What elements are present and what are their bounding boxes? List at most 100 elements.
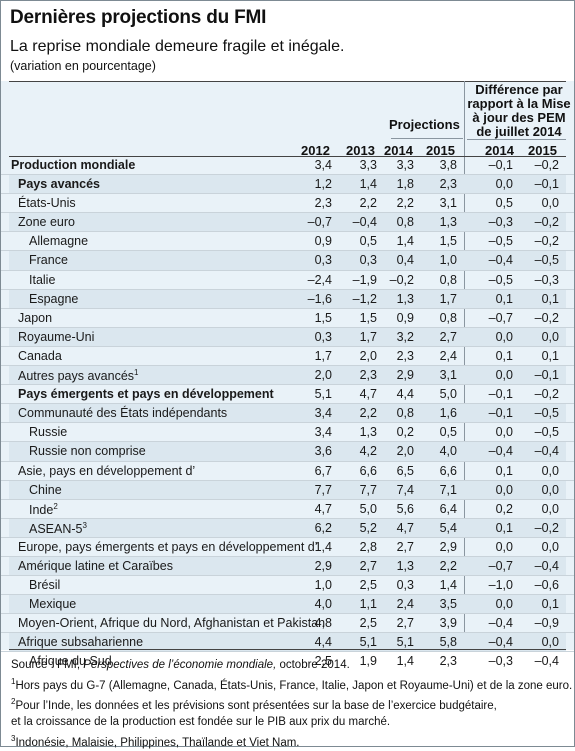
- cell-value: 2,8: [359, 539, 377, 554]
- row-label: ASEAN-53: [29, 521, 87, 536]
- row-label: Amérique latine et Caraïbes: [18, 559, 173, 573]
- cell-value: –0,9: [534, 616, 559, 631]
- cell-value: –0,2: [389, 272, 414, 287]
- cell-value: 2,7: [359, 558, 377, 573]
- cell-value: 1,6: [439, 406, 457, 421]
- projections-underline: [391, 138, 463, 139]
- row-label-text: Allemagne: [29, 234, 89, 249]
- cell-value: 0,3: [396, 578, 414, 593]
- cell-value: 0,5: [439, 425, 457, 440]
- cell-value: 2,4: [396, 597, 414, 612]
- cell-value: –0,2: [534, 158, 559, 172]
- cell-value: 2,0: [396, 444, 414, 459]
- source-prefix: Source : FMI,: [11, 659, 84, 671]
- cell-value: 4,0: [439, 444, 457, 459]
- cell-value: –0,1: [534, 368, 559, 383]
- row-label-text: Asie, pays en développement d’: [18, 463, 196, 478]
- cell-value: 2,0: [359, 348, 377, 363]
- cell-value: 2,2: [439, 558, 457, 573]
- cell-value: 2,5: [359, 578, 377, 593]
- table-rows: Production mondiale 3,4 3,3 3,3 3,8 –0,1 –0,2 P…: [1, 156, 574, 671]
- row-label: États-Unis: [18, 196, 76, 210]
- cell-value: 4,0: [314, 597, 332, 612]
- table-row: Asie, pays en développement d’ 6,7 6,6 6,5 6…: [1, 462, 574, 481]
- cell-value: –1,0: [488, 578, 513, 593]
- row-label: Pays avancés: [18, 177, 100, 191]
- row-label-text: Afrique subsaharienne: [18, 635, 144, 650]
- bottom-rule: [9, 649, 566, 650]
- row-label-text: Europe, pays émergents et pays en dévelo…: [18, 539, 318, 554]
- cell-value: 0,3: [314, 253, 332, 268]
- cell-value: 6,4: [439, 501, 457, 516]
- row-label: Afrique subsaharienne: [18, 635, 143, 649]
- cell-value: 0,1: [495, 291, 513, 306]
- cell-value: 4,7: [359, 387, 377, 402]
- difference-header-line: rapport à la Mise: [467, 96, 571, 111]
- cell-value: 2,9: [439, 539, 457, 554]
- row-label: Espagne: [29, 292, 78, 306]
- cell-value: 3,1: [439, 196, 457, 211]
- table-row: Afrique du Sud 2,5 1,9 1,4 2,3 –0,3 –0,4: [1, 652, 574, 670]
- difference-underline: [467, 139, 566, 140]
- table-row: Canada 1,7 2,0 2,3 2,4 0,1 0,1: [1, 347, 574, 367]
- cell-value: 0,0: [541, 463, 559, 478]
- cell-value: 0,1: [495, 520, 513, 535]
- cell-value: –0,1: [488, 387, 513, 402]
- cell-value: 4,7: [396, 520, 414, 535]
- table-notes: Source : FMI, Perspectives de l’économie…: [11, 657, 572, 751]
- cell-value: –2,4: [307, 272, 332, 287]
- cell-value: 0,1: [541, 597, 559, 612]
- footnote-mark: 2: [11, 696, 16, 706]
- difference-column-divider: [464, 81, 465, 641]
- table-row: Communauté des États indépendants 3,4 2,2 0…: [1, 404, 574, 424]
- cell-value: 4,4: [314, 635, 332, 650]
- row-label: Inde2: [29, 502, 58, 517]
- table-row: France 0,3 0,3 0,4 1,0 –0,4 –0,5: [1, 251, 574, 271]
- footnote-text: Hors pays du G-7 (Allemagne, Canada, Éta…: [15, 679, 573, 692]
- cell-value: 1,0: [314, 578, 332, 593]
- source-title: Perspectives de l’économie mondiale,: [83, 659, 277, 671]
- table-title: Dernières projections du FMI: [10, 7, 267, 28]
- cell-value: 3,5: [439, 597, 457, 612]
- cell-value: 3,6: [314, 444, 332, 459]
- table-row: Russie 3,4 1,3 0,2 0,5 0,0 –0,5: [1, 423, 574, 443]
- cell-value: –0,4: [534, 444, 559, 459]
- cell-value: –0,2: [534, 387, 559, 402]
- cell-value: 0,5: [359, 234, 377, 249]
- cell-value: 2,2: [359, 406, 377, 421]
- row-label: Zone euro: [18, 215, 75, 229]
- top-rule: [9, 81, 566, 82]
- table-row: Japon 1,5 1,5 0,9 0,8 –0,7 –0,2: [1, 309, 574, 328]
- row-label: Russie: [29, 425, 67, 439]
- cell-value: –0,4: [534, 654, 559, 669]
- table-row: Russie non comprise 3,6 4,2 2,0 4,0 –0,4 –0,4: [1, 442, 574, 462]
- cell-value: 1,4: [314, 539, 332, 554]
- cell-value: 1,4: [439, 578, 457, 593]
- cell-value: 5,4: [439, 520, 457, 535]
- footnote-mark: 3: [11, 733, 16, 743]
- cell-value: 4,8: [314, 616, 332, 631]
- row-label-text: Communauté des États indépendants: [18, 406, 228, 421]
- cell-value: 1,7: [359, 329, 377, 344]
- cell-value: 3,9: [439, 616, 457, 631]
- cell-value: 0,0: [495, 425, 513, 440]
- cell-value: 2,3: [396, 348, 414, 363]
- cell-value: 1,3: [439, 215, 457, 230]
- row-label-text: Pays émergents et pays en développement: [18, 387, 274, 402]
- cell-value: 0,0: [495, 368, 513, 383]
- cell-value: 2,3: [439, 654, 457, 669]
- cell-value: 0,1: [495, 463, 513, 478]
- row-label-text: Chine: [29, 482, 62, 497]
- cell-value: –0,7: [307, 215, 332, 230]
- footnote-text: Indonésie, Malaisie, Philippines, Thaïla…: [15, 736, 300, 749]
- cell-value: 6,5: [396, 463, 414, 478]
- row-label-text: Inde: [29, 502, 54, 517]
- cell-value: 4,4: [396, 387, 414, 402]
- row-label-text: Afrique du Sud: [29, 654, 112, 669]
- row-label-text: Canada: [18, 348, 62, 363]
- cell-value: 0,9: [314, 234, 332, 249]
- cell-value: 3,2: [396, 329, 414, 344]
- projections-header: Projections: [389, 117, 460, 132]
- row-label: Afrique du Sud: [29, 654, 112, 668]
- cell-value: –0,2: [534, 520, 559, 535]
